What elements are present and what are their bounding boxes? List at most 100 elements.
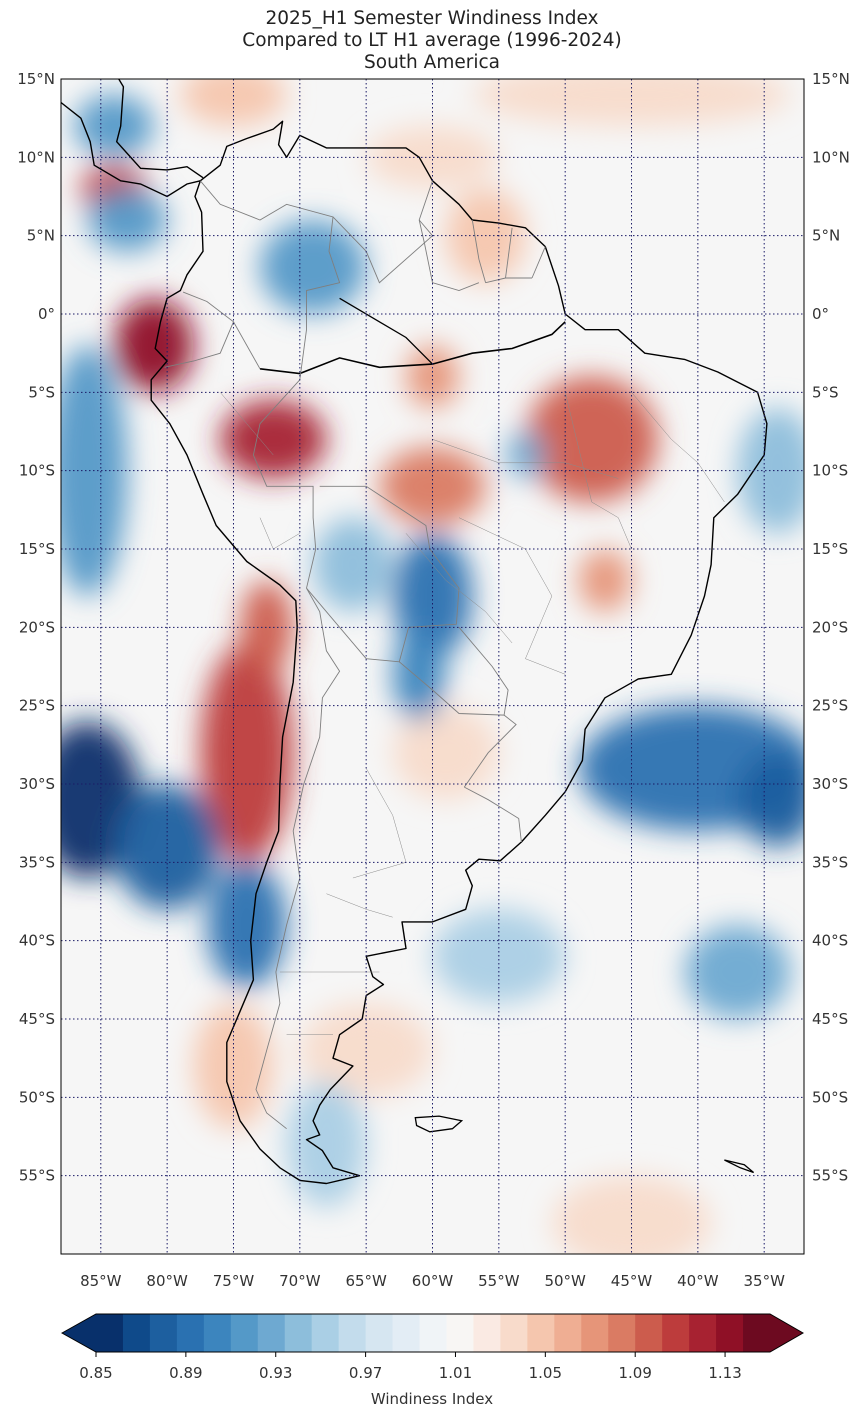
anomaly-blob bbox=[180, 79, 287, 126]
colorbar-segment bbox=[230, 1314, 259, 1352]
latitude-label-left: 15°S bbox=[19, 540, 55, 558]
latitude-label-right: 0° bbox=[812, 305, 829, 323]
country-border bbox=[255, 587, 341, 1130]
country-border bbox=[252, 379, 317, 589]
latitude-label-left: 35°S bbox=[19, 853, 55, 871]
anomaly-blob bbox=[200, 643, 294, 863]
latitude-label-right: 15°S bbox=[812, 540, 848, 558]
colorbar-segment bbox=[392, 1314, 421, 1352]
colorbar-segment bbox=[716, 1314, 744, 1352]
anomaly-blob bbox=[74, 94, 154, 158]
colorbar-segment bbox=[338, 1314, 367, 1352]
longitude-label: 60°W bbox=[412, 1272, 454, 1290]
colorbar-ticks: 0.85 0.89 0.93 0.97 1.01 1.05 1.09 1.13 bbox=[79, 1352, 742, 1382]
map-area[interactable] bbox=[34, 63, 817, 1269]
colorbar-segment bbox=[527, 1314, 555, 1352]
title-line-3: South America bbox=[364, 52, 500, 73]
colorbar-tick-label: 0.89 bbox=[169, 1364, 202, 1382]
map-title: 2025_H1 Semester Windiness Index Compare… bbox=[0, 8, 864, 74]
state-border bbox=[326, 893, 393, 918]
south-georgia-island bbox=[724, 1159, 755, 1174]
colorbar-tick-label: 1.01 bbox=[439, 1364, 472, 1382]
latitude-label-left: 10°S bbox=[19, 462, 55, 480]
colorbar-segment bbox=[473, 1314, 501, 1352]
colorbar-segment bbox=[608, 1314, 636, 1352]
longitude-label: 65°W bbox=[345, 1272, 387, 1290]
negro-river bbox=[339, 297, 433, 365]
colorbar-segment bbox=[689, 1314, 717, 1352]
colorbar-tick-label: 1.13 bbox=[708, 1364, 741, 1382]
latitude-label-left: 5°N bbox=[27, 227, 55, 245]
anomaly-blob bbox=[299, 1003, 433, 1098]
latitude-label-right: 50°S bbox=[812, 1088, 848, 1106]
state-border bbox=[352, 768, 407, 879]
colorbar-segment bbox=[419, 1314, 448, 1352]
falkland-islands bbox=[414, 1115, 464, 1133]
longitude-label: 35°W bbox=[743, 1272, 785, 1290]
anomaly-blob bbox=[472, 79, 791, 126]
colorbar-segment bbox=[500, 1314, 528, 1352]
anomaly-blob bbox=[286, 1081, 367, 1208]
state-border bbox=[458, 517, 566, 675]
latitude-label-left: 55°S bbox=[19, 1167, 55, 1185]
title-line-2: Compared to LT H1 average (1996-2024) bbox=[242, 30, 622, 51]
colorbar-segment bbox=[257, 1314, 286, 1352]
colorbar-segment bbox=[635, 1314, 663, 1352]
country-border bbox=[463, 714, 517, 788]
latitude-label-left: 20°S bbox=[19, 618, 55, 636]
latitude-label-left: 45°S bbox=[19, 1010, 55, 1028]
colorbar-segment bbox=[96, 1314, 124, 1352]
latitude-label-right: 15°N bbox=[812, 70, 850, 88]
title-line-1: 2025_H1 Semester Windiness Index bbox=[265, 8, 599, 29]
latitude-label-right: 35°S bbox=[812, 853, 848, 871]
latitude-label-left: 15°N bbox=[17, 70, 55, 88]
country-border bbox=[306, 485, 460, 663]
country-border bbox=[182, 291, 261, 370]
colorbar-segment bbox=[122, 1314, 151, 1352]
colorbar-tick-label: 1.05 bbox=[529, 1364, 562, 1382]
latitude-label-left: 25°S bbox=[19, 697, 55, 715]
state-border bbox=[564, 392, 632, 550]
anomaly-blob bbox=[684, 925, 791, 1019]
anomaly-blob bbox=[737, 408, 804, 534]
colorbar-label: Windiness Index bbox=[371, 1390, 493, 1408]
latitude-label-left: 40°S bbox=[19, 932, 55, 950]
longitude-label: 40°W bbox=[677, 1272, 719, 1290]
colorbar-tick-label: 0.85 bbox=[79, 1364, 112, 1382]
latitude-label-right: 5°S bbox=[812, 383, 839, 401]
colorbar-segment bbox=[554, 1314, 582, 1352]
latitude-labels: 15°N 15°N 10°N 10°N 5°N 5°N 0° 0° 5°S 5°S 10°S 10°S… bbox=[17, 70, 850, 1185]
anomaly-blob bbox=[114, 784, 221, 910]
latitude-label-left: 30°S bbox=[19, 775, 55, 793]
country-border bbox=[505, 227, 513, 279]
anomaly-blob bbox=[220, 400, 327, 479]
anomaly-blob bbox=[193, 1003, 274, 1129]
state-border bbox=[220, 392, 274, 456]
country-border bbox=[199, 180, 341, 380]
longitude-label: 45°W bbox=[611, 1272, 653, 1290]
anomaly-blob bbox=[392, 627, 446, 722]
colorbar-segment bbox=[203, 1314, 232, 1352]
latitude-label-right: 10°N bbox=[812, 148, 850, 166]
anomaly-blob bbox=[379, 447, 486, 526]
country-border bbox=[485, 277, 532, 284]
anomaly-blob bbox=[392, 705, 499, 800]
latitude-label-right: 40°S bbox=[812, 932, 848, 950]
anomaly-blob bbox=[240, 580, 294, 675]
country-border bbox=[164, 321, 234, 368]
continent-coastline bbox=[150, 120, 768, 1185]
central-america-north-coast bbox=[115, 79, 204, 179]
latitude-label-left: 50°S bbox=[19, 1088, 55, 1106]
latitude-label-right: 25°S bbox=[812, 697, 848, 715]
colorbar-segment bbox=[662, 1314, 690, 1352]
colorbar-segment bbox=[743, 1314, 771, 1352]
colorbar-segment bbox=[365, 1314, 394, 1352]
longitude-label: 55°W bbox=[478, 1272, 520, 1290]
longitude-label: 80°W bbox=[146, 1272, 188, 1290]
anomaly-blob bbox=[525, 376, 659, 503]
colorbar-segment bbox=[176, 1314, 205, 1352]
colorbar bbox=[60, 1313, 805, 1353]
anomaly-blob bbox=[578, 549, 632, 612]
colorbar-tick-label: 1.09 bbox=[618, 1364, 651, 1382]
